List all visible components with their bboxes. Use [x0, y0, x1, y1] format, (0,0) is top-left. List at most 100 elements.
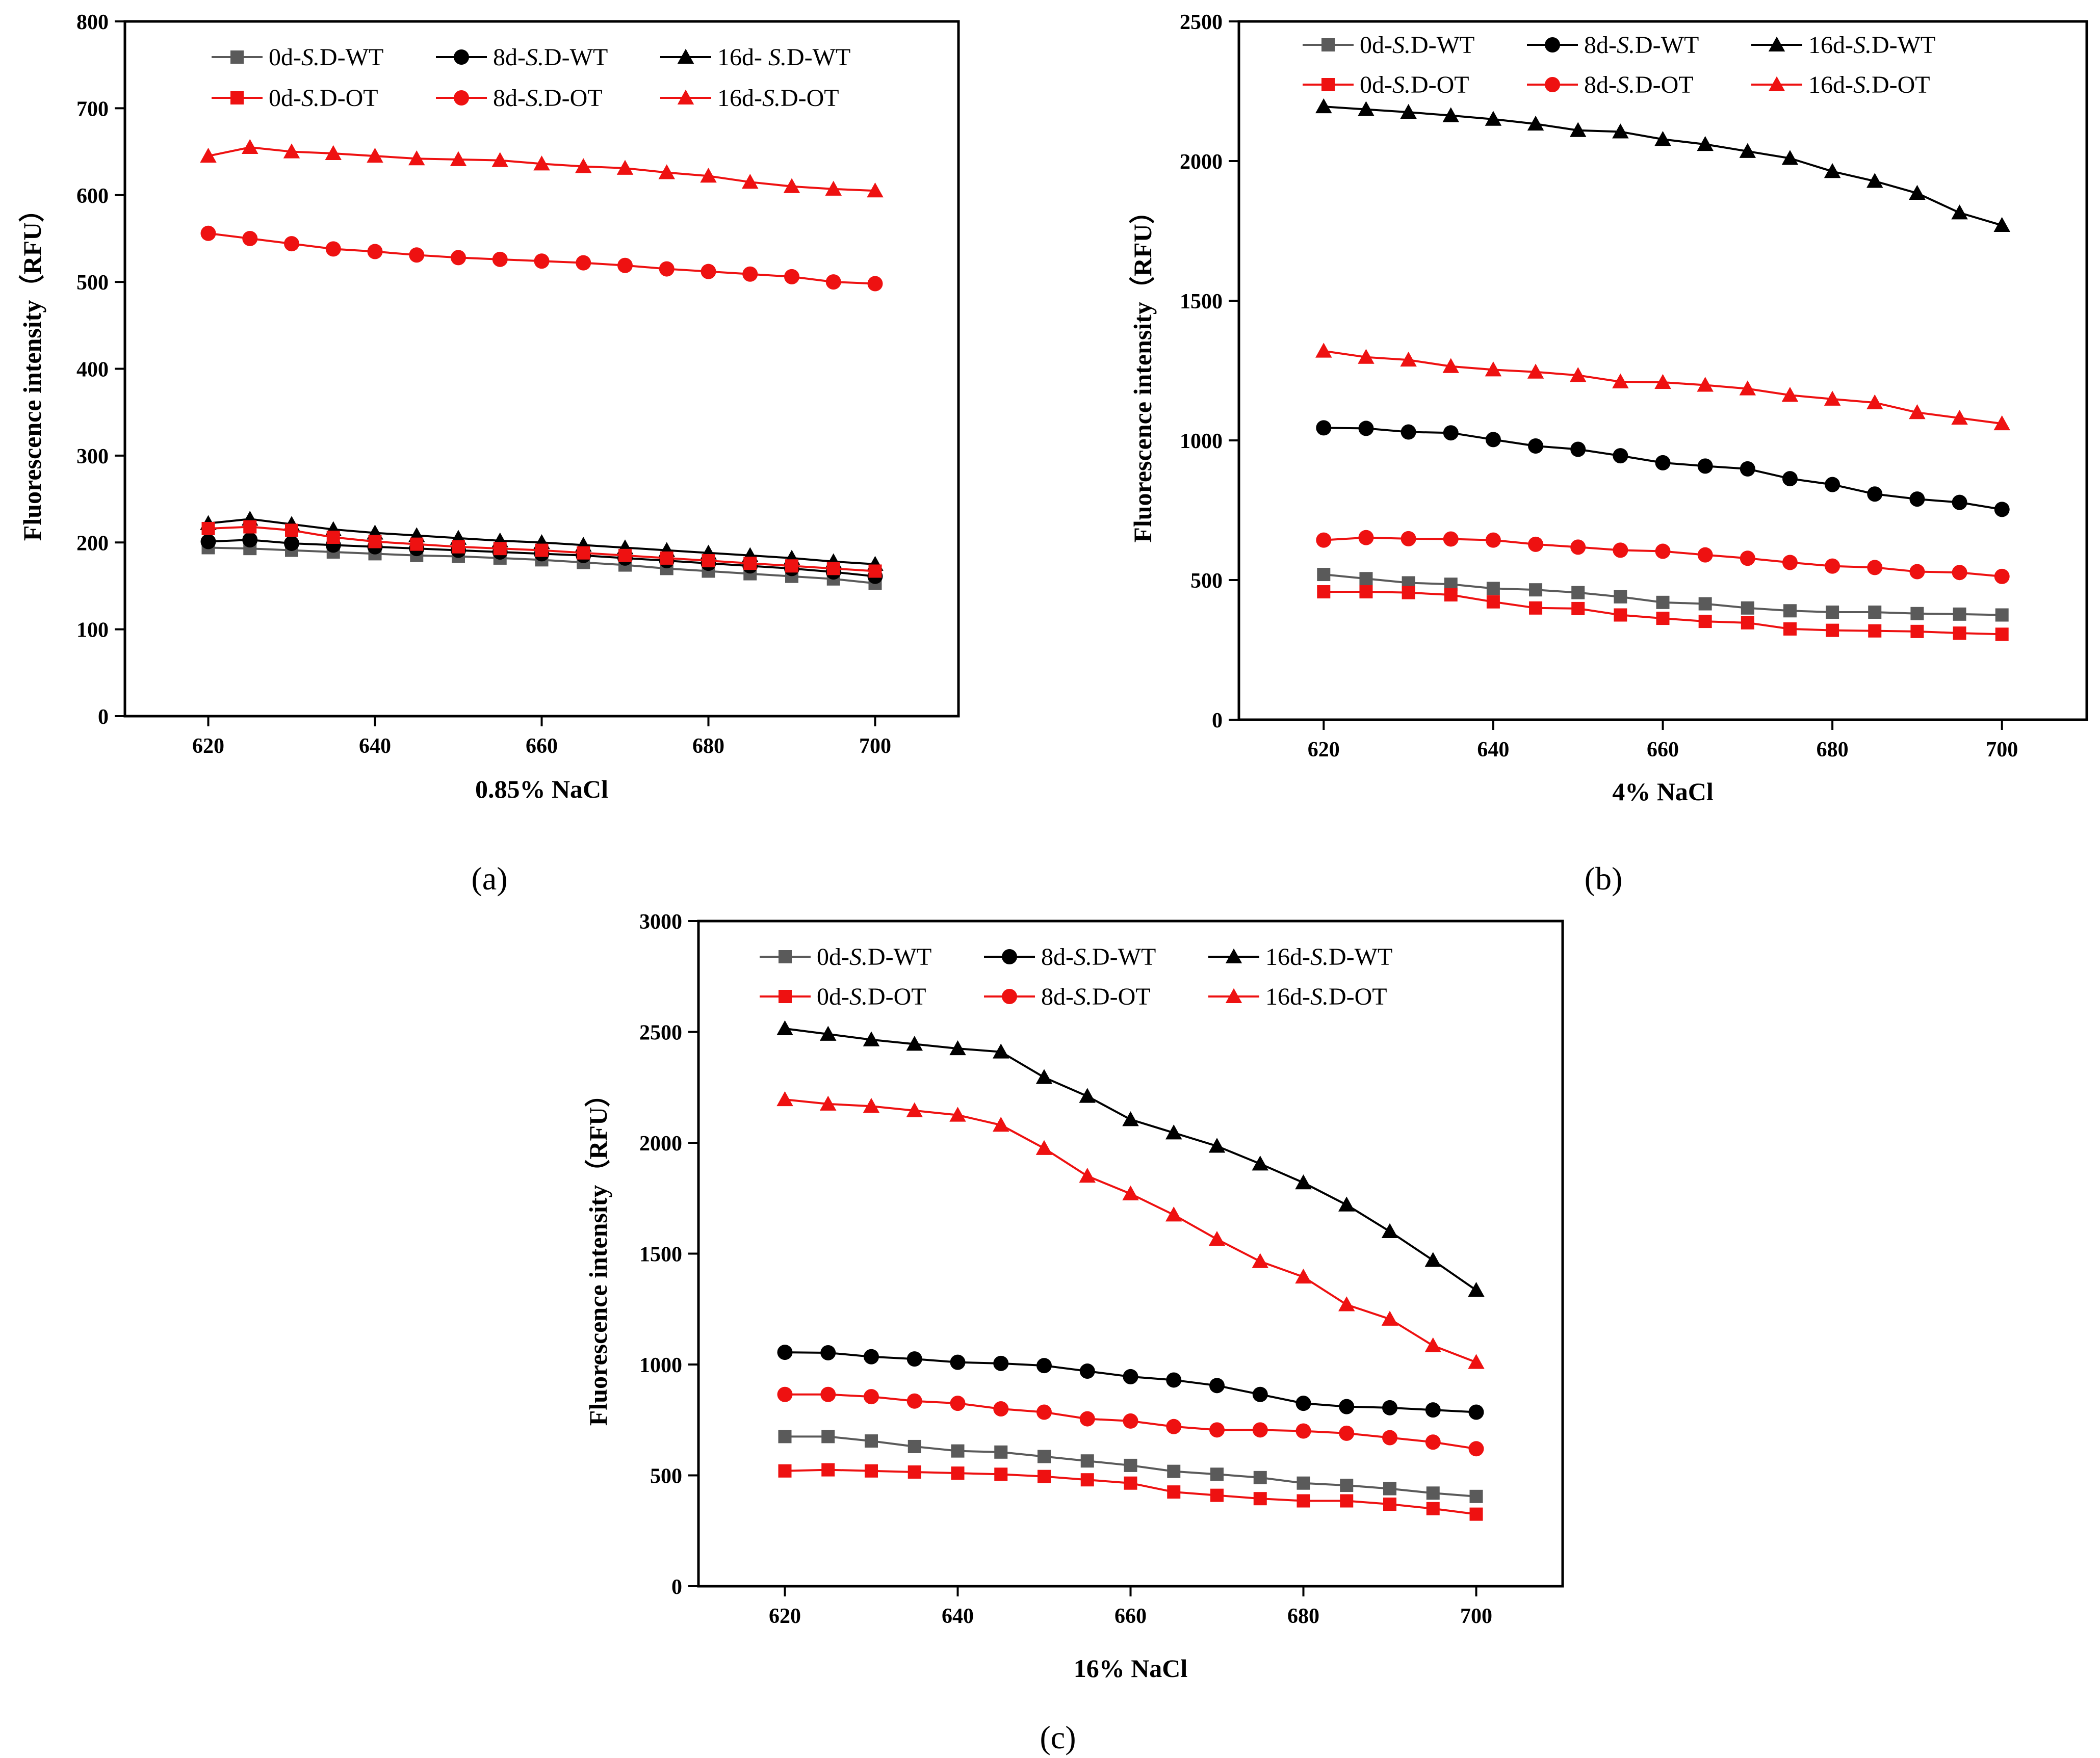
panel-label: (c) [1040, 1719, 1076, 1755]
data-point [1866, 173, 1883, 188]
y-tick-label: 500 [1190, 569, 1223, 593]
series-3 [1315, 98, 2010, 232]
legend-marker [779, 990, 792, 1003]
data-point [1782, 471, 1798, 487]
legend-marker [1321, 38, 1335, 51]
data-point [1316, 532, 1332, 548]
data-point [491, 152, 508, 167]
data-point [1740, 461, 1755, 477]
legend-item: 8d-S.D-WT [436, 44, 608, 71]
data-point [1612, 123, 1629, 139]
y-tick-label: 0 [671, 1576, 682, 1599]
data-point [908, 1465, 921, 1479]
data-point [1741, 616, 1754, 629]
legend-item: 16d- S.D-WT [660, 44, 850, 71]
data-point [1614, 608, 1627, 622]
data-point [1166, 1419, 1182, 1434]
x-tick-label: 680 [692, 734, 724, 758]
data-point [950, 1354, 966, 1370]
y-tick-label: 700 [76, 97, 109, 121]
data-point [242, 139, 258, 154]
legend-marker [230, 50, 244, 64]
data-point [242, 532, 258, 548]
data-point [1781, 386, 1799, 402]
legend-marker [1321, 78, 1335, 91]
data-point [452, 540, 465, 554]
chart-panel-3: 620 640 660 680 700 0 500 1000 1500 2000 2500 3000 1… [584, 910, 1564, 1755]
data-point [325, 241, 341, 257]
y-axis-label: Fluorescence intensity（RFU） [18, 197, 46, 541]
data-point [1038, 1470, 1051, 1483]
data-point [1035, 1069, 1053, 1084]
data-point [1654, 131, 1671, 146]
y-tick-label: 1500 [1180, 290, 1223, 313]
y-tick-label: 100 [76, 619, 109, 642]
legend-item: 8d-S.D-OT [984, 983, 1151, 1010]
data-point [1358, 421, 1374, 436]
data-point [784, 269, 799, 284]
data-point [1317, 568, 1331, 582]
y-tick-label: 2000 [639, 1132, 682, 1156]
data-point [1383, 1482, 1396, 1495]
legend-label: 0d-S.D-OT [1360, 71, 1469, 98]
x-tick-label: 620 [769, 1605, 801, 1628]
data-point [742, 266, 758, 282]
legend-item: 8d-S.D-WT [1527, 32, 1699, 59]
data-point [1340, 1494, 1354, 1508]
data-point [1569, 122, 1587, 137]
data-point [1994, 568, 2010, 584]
data-point [1697, 547, 1713, 563]
y-tick-label: 800 [76, 11, 109, 34]
data-point [1698, 615, 1712, 628]
data-point [820, 1095, 837, 1111]
legend-item: 16d-S.D-OT [1208, 983, 1387, 1010]
data-point [951, 1466, 965, 1480]
data-point [617, 257, 633, 273]
data-point [1570, 539, 1586, 555]
legend-marker [677, 48, 694, 64]
data-point [820, 1026, 837, 1041]
data-point [535, 543, 549, 557]
data-point [820, 1345, 836, 1360]
data-point [408, 150, 425, 166]
x-tick-label: 640 [942, 1605, 974, 1628]
legend-item: 0d-S.D-WT [212, 44, 383, 71]
data-point [1425, 1402, 1441, 1418]
data-point [1614, 590, 1627, 604]
legend-marker [454, 90, 469, 106]
data-point [778, 1430, 792, 1444]
data-point [1910, 607, 1924, 620]
data-point [1400, 103, 1417, 119]
data-point [1252, 1386, 1268, 1402]
y-tick-label: 200 [76, 532, 109, 555]
legend-item: 8d-S.D-WT [984, 943, 1156, 970]
data-point [1358, 101, 1375, 116]
data-point [1443, 531, 1459, 547]
legend-label: 8d-S.D-WT [1584, 32, 1699, 59]
data-point [1080, 1454, 1094, 1468]
legend-label: 8d-S.D-OT [1584, 71, 1694, 98]
data-point [1782, 555, 1798, 570]
data-point [1993, 415, 2010, 431]
data-point [821, 1463, 835, 1477]
data-point [906, 1393, 922, 1409]
data-point [658, 164, 675, 179]
data-point [1036, 1404, 1052, 1420]
legend-label: 0d-S.D-OT [269, 85, 378, 112]
legend: 0d-S.D-WT 8d-S.D-WT 16d- S.D-WT 0d-S.D-OT 8d… [212, 44, 850, 112]
data-point [1426, 1502, 1440, 1515]
data-point [776, 1091, 793, 1107]
data-point [451, 250, 466, 266]
data-point [1655, 543, 1671, 559]
series-1 [778, 1430, 1483, 1503]
data-point [993, 1116, 1009, 1132]
legend-label: 0d-S.D-WT [817, 943, 931, 970]
data-point [577, 546, 590, 560]
y-tick-label: 2000 [1180, 150, 1223, 174]
data-point [242, 230, 258, 246]
series-6 [776, 1091, 1485, 1369]
data-point [1571, 586, 1585, 599]
data-point [534, 253, 550, 269]
data-point [1401, 531, 1416, 546]
data-point [1826, 606, 1839, 619]
